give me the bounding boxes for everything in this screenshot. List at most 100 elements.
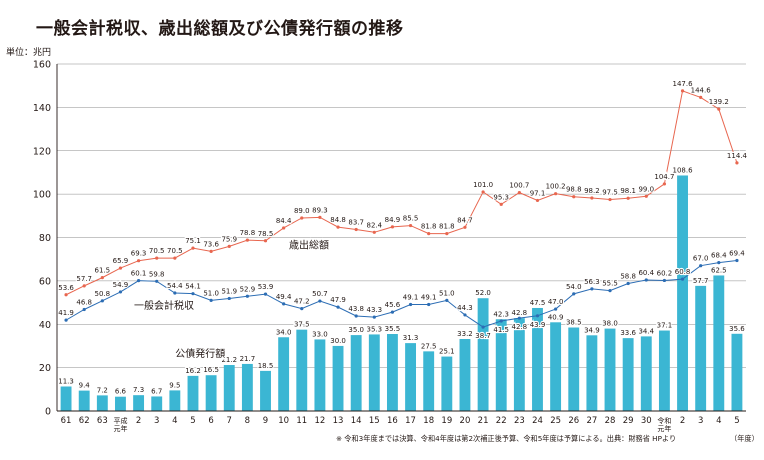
x-tick-label: 29 — [623, 416, 634, 426]
bond-data-label: 35.5 — [385, 325, 401, 333]
spending-data-label: 61.5 — [95, 267, 111, 275]
spending-data-label: 84.9 — [385, 216, 401, 224]
spending-point — [227, 244, 231, 248]
tax-data-label: 45.6 — [385, 301, 401, 309]
tax-data-label: 58.8 — [620, 272, 636, 280]
spending-data-label: 104.7 — [654, 173, 674, 181]
spending-data-label: 65.9 — [113, 257, 129, 265]
tax-data-label: 69.4 — [729, 249, 745, 257]
bond-data-label: 35.6 — [729, 325, 745, 333]
tax-data-label: 68.4 — [711, 252, 727, 260]
bond-bar — [332, 345, 344, 411]
spending-data-label: 99.0 — [638, 185, 654, 193]
spending-point — [481, 190, 485, 194]
x-tick-label: 15 — [369, 416, 380, 426]
spending-data-label: 95.3 — [493, 193, 509, 201]
x-tick-label: 令和元年 — [657, 416, 671, 433]
bond-bars — [60, 175, 743, 411]
series-points — [64, 89, 739, 329]
bond-bar — [205, 375, 217, 411]
tax-data-label: 38.7 — [475, 332, 491, 340]
y-tick-label: 160 — [33, 60, 51, 71]
bond-data-label: 31.3 — [403, 334, 419, 342]
x-tick-label: 9 — [263, 416, 268, 426]
spending-point — [372, 230, 376, 234]
spending-data-label: 53.6 — [58, 284, 74, 292]
bond-bar — [241, 363, 253, 411]
x-tick-label: 23 — [514, 416, 525, 426]
spending-data-label: 84.8 — [330, 216, 346, 224]
tax-point — [590, 287, 594, 291]
bond-data-label: 40.9 — [548, 313, 564, 321]
tax-data-label: 46.8 — [76, 299, 92, 307]
tax-data-label: 60.1 — [131, 270, 147, 278]
spending-data-label: 81.8 — [421, 223, 437, 231]
x-tick-label: 18 — [423, 416, 434, 426]
x-tick-label: 63 — [97, 416, 108, 426]
y-tick-label: 0 — [45, 407, 51, 418]
spending-data-label: 84.7 — [457, 216, 473, 224]
tax-point — [64, 318, 68, 322]
y-tick-label: 100 — [33, 190, 51, 201]
x-tick-label: 6 — [208, 416, 213, 426]
spending-data-label: 85.5 — [403, 215, 419, 223]
tax-point — [517, 316, 521, 320]
spending-data-label: 70.5 — [167, 247, 183, 255]
x-tick-label: 2 — [680, 416, 685, 426]
series-annotation: 公債発行額 — [175, 347, 225, 360]
tax-data-label: 54.0 — [566, 283, 582, 291]
tax-point — [227, 296, 231, 301]
spending-point — [336, 225, 340, 229]
tax-point — [82, 307, 86, 312]
bond-bar — [568, 327, 580, 411]
bond-data-label: 62.5 — [711, 266, 727, 274]
spending-data-label: 82.4 — [367, 221, 383, 229]
bond-bar — [731, 333, 743, 411]
x-tick-label: 5 — [734, 416, 739, 426]
bond-bar — [223, 365, 235, 411]
spending-data-label: 57.7 — [76, 275, 92, 283]
spending-point — [463, 225, 467, 229]
spending-point — [390, 225, 395, 229]
tax-data-label: 49.4 — [276, 293, 292, 301]
spending-data-label: 114.4 — [727, 152, 748, 160]
x-tick-label: 17 — [405, 416, 416, 426]
bond-data-label: 21.7 — [240, 355, 256, 363]
spending-point — [209, 249, 213, 253]
spending-data-label: 101.0 — [473, 181, 493, 189]
tax-point — [191, 292, 195, 296]
tax-point — [100, 299, 104, 303]
tax-data-label: 54.1 — [185, 283, 201, 291]
y-tick-label: 80 — [39, 233, 51, 244]
footnote: ※ 令和3年度までは決算、令和4年度は第2次補正後予算、令和5年度は予算による。… — [336, 434, 677, 443]
bond-bar — [133, 395, 145, 411]
bond-data-label: 35.3 — [367, 325, 383, 333]
bond-data-label: 37.1 — [657, 322, 673, 330]
spending-point — [354, 227, 358, 232]
bond-data-label: 9.4 — [79, 382, 91, 390]
bond-data-label: 35.0 — [348, 326, 364, 334]
spending-data-label: 98.8 — [566, 186, 582, 194]
spending-point — [173, 256, 177, 260]
bond-bar — [604, 328, 616, 411]
spending-data-label: 139.2 — [709, 98, 729, 106]
spending-point — [499, 202, 503, 206]
spending-point — [118, 266, 123, 270]
x-tick-label: 16 — [387, 416, 398, 426]
y-tick-label: 140 — [33, 103, 51, 114]
spending-point — [318, 215, 322, 219]
y-tick-label: 40 — [39, 320, 51, 331]
tax-point — [173, 291, 177, 295]
spending-point — [300, 216, 304, 220]
bond-bar — [115, 396, 126, 411]
spending-data-label: 78.5 — [258, 230, 274, 238]
tax-point — [535, 314, 540, 318]
tax-point — [554, 307, 558, 311]
spending-point — [517, 191, 521, 195]
bond-data-label: 30.0 — [330, 337, 346, 345]
bond-data-label: 33.0 — [312, 330, 328, 338]
spending-point — [445, 231, 449, 236]
spending-data-label: 147.6 — [673, 80, 694, 88]
bond-bar — [60, 386, 72, 411]
